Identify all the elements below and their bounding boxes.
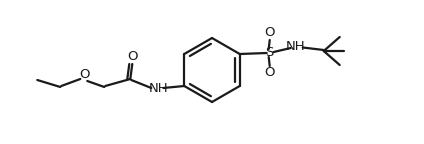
Text: O: O (265, 26, 275, 39)
Text: NH: NH (148, 83, 168, 95)
Text: S: S (265, 47, 274, 59)
Text: O: O (265, 67, 275, 79)
Text: NH: NH (286, 40, 306, 54)
Text: O: O (79, 69, 89, 82)
Text: O: O (127, 51, 137, 64)
